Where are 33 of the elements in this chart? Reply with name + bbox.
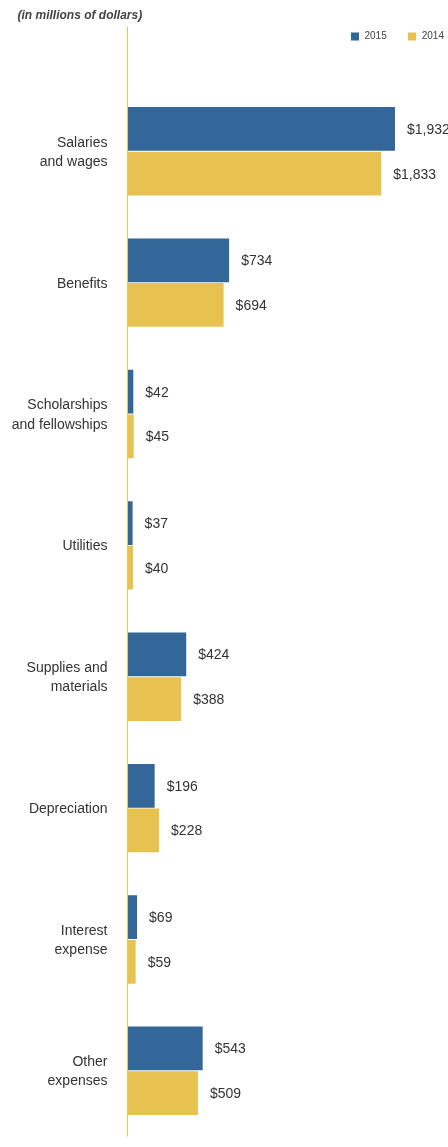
bar bbox=[127, 107, 395, 151]
bar bbox=[127, 763, 155, 808]
data-label: $388 bbox=[193, 691, 225, 708]
bar bbox=[127, 895, 138, 940]
y-tick-label: Scholarships and fellowships bbox=[11, 396, 108, 432]
data-label: $1,833 bbox=[393, 165, 437, 182]
data-label: $69 bbox=[149, 909, 173, 926]
bar bbox=[127, 1026, 203, 1071]
y-tick-label: Supplies and materials bbox=[26, 659, 108, 695]
legend-label: 2015 bbox=[364, 30, 387, 41]
data-label: $694 bbox=[235, 296, 267, 313]
chart-title: (in millions of dollars) bbox=[17, 7, 143, 22]
y-tick-label: Interest expense bbox=[54, 921, 108, 958]
bar bbox=[127, 501, 133, 545]
y-tick-label: Utilities bbox=[62, 537, 108, 554]
legend-label: 2014 bbox=[421, 30, 444, 41]
data-label: $543 bbox=[214, 1040, 247, 1057]
data-label: $45 bbox=[145, 428, 170, 445]
data-label: $228 bbox=[171, 822, 203, 839]
data-label: $59 bbox=[147, 953, 172, 970]
data-label: $509 bbox=[209, 1085, 242, 1102]
data-label: $40 bbox=[145, 559, 169, 576]
bar bbox=[127, 632, 187, 677]
data-label: $196 bbox=[166, 777, 198, 794]
data-label: $37 bbox=[144, 515, 169, 532]
y-tick-label: Depreciation bbox=[28, 800, 108, 817]
data-label: $734 bbox=[241, 252, 273, 269]
bar bbox=[127, 238, 230, 283]
data-label: $42 bbox=[145, 383, 169, 400]
data-label: $424 bbox=[198, 646, 230, 663]
y-tick-label: Other expenses bbox=[47, 1053, 108, 1089]
y-tick-label: Salaries and wages bbox=[39, 133, 108, 169]
y-tick-label: Benefits bbox=[56, 274, 108, 291]
